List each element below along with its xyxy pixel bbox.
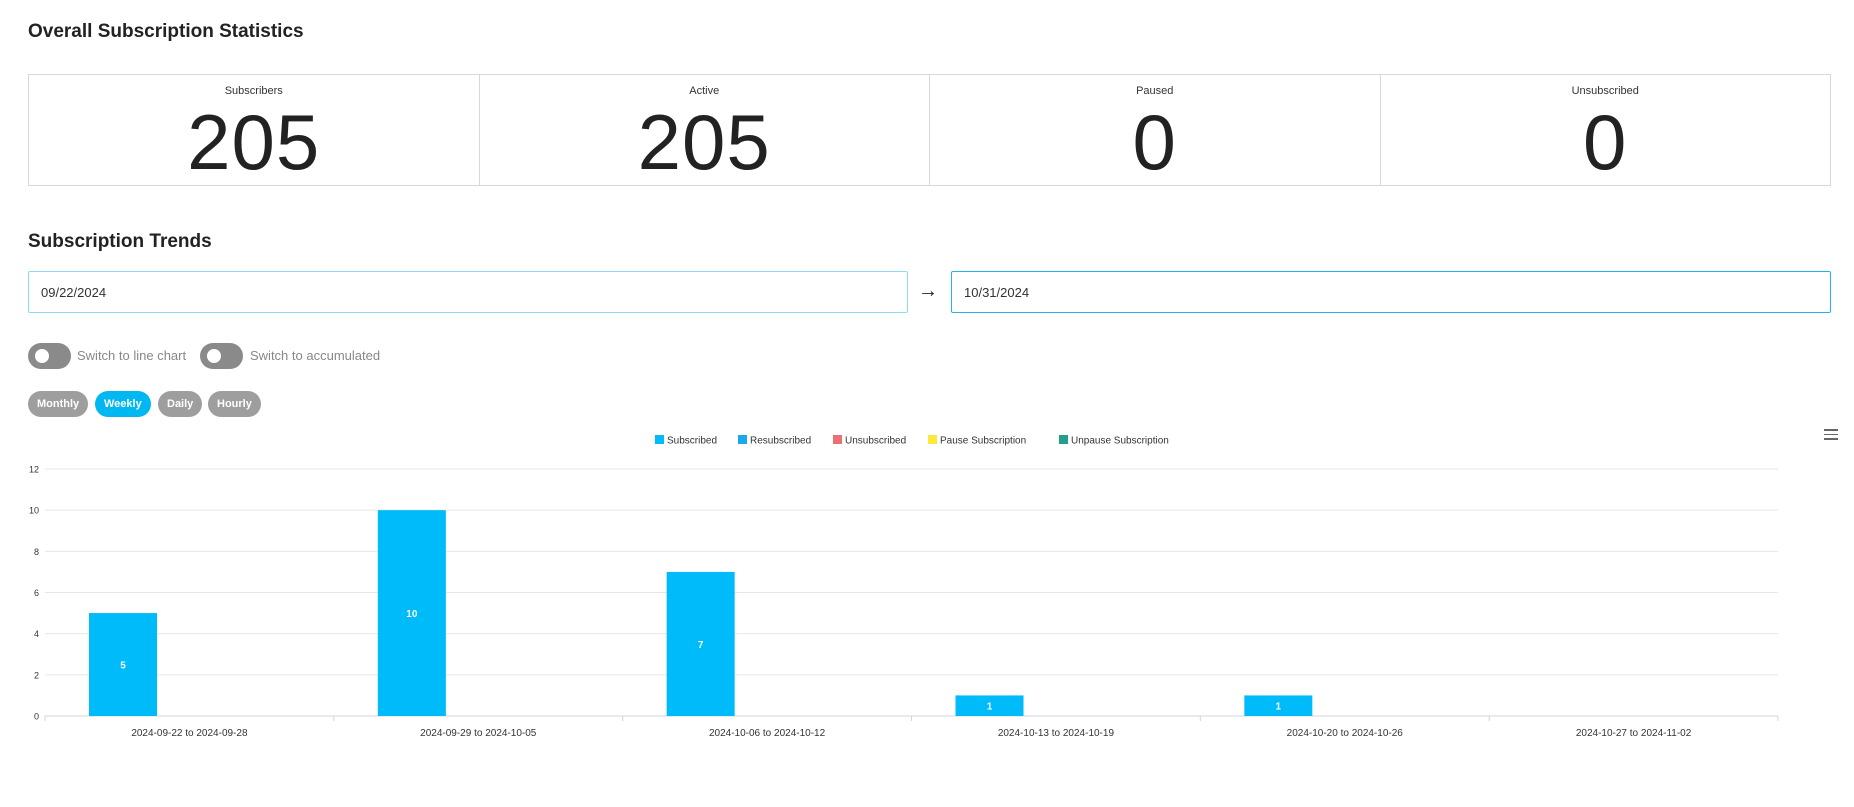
- toggle-knob: [207, 349, 221, 363]
- accumulated-toggle-label: Switch to accumulated: [250, 348, 381, 363]
- y-tick-label: 6: [34, 588, 39, 598]
- stat-value: 0: [1583, 98, 1628, 186]
- bar: [377, 510, 446, 716]
- bar-data-label: 5: [120, 661, 126, 672]
- stat-value: 0: [1132, 98, 1177, 186]
- toggle-knob: [35, 349, 49, 363]
- y-tick-label: 12: [29, 465, 39, 475]
- start-date-input[interactable]: [28, 271, 908, 313]
- x-tick-label: 2024-10-20 to 2024-10-26: [1287, 728, 1404, 739]
- y-tick-label: 2: [34, 670, 39, 680]
- legend-label: Subscribed: [667, 436, 717, 447]
- stat-card-unsubscribed: Unsubscribed 0: [1379, 74, 1831, 186]
- stat-card-active: Active 205: [478, 74, 930, 186]
- legend-swatch: [928, 435, 937, 444]
- legend-label: Unpause Subscription: [1071, 436, 1169, 447]
- legend-swatch: [738, 435, 747, 444]
- stat-label: Unsubscribed: [1571, 85, 1639, 97]
- line-chart-toggle-label: Switch to line chart: [77, 348, 187, 363]
- bar-data-label: 10: [406, 609, 418, 620]
- y-tick-label: 8: [34, 547, 39, 557]
- stat-label: Paused: [1136, 85, 1174, 97]
- period-monthly-button[interactable]: Monthly: [28, 391, 89, 417]
- bar-data-label: 1: [1276, 702, 1282, 713]
- stat-card-subscribers: Subscribers 205: [28, 74, 480, 186]
- y-tick-label: 10: [29, 506, 39, 516]
- period-weekly-button[interactable]: Weekly: [95, 391, 151, 417]
- arrow-right-icon: →: [918, 280, 938, 302]
- bar: [666, 571, 735, 716]
- stat-value: 205: [187, 98, 321, 186]
- x-tick-label: 2024-09-22 to 2024-09-28: [131, 728, 248, 739]
- legend-label: Unsubscribed: [845, 436, 906, 447]
- end-date-input[interactable]: [951, 271, 1831, 313]
- subscription-trends-title: Subscription Trends: [28, 231, 212, 252]
- stat-card-paused: Paused 0: [929, 74, 1381, 186]
- bar: [1244, 695, 1313, 716]
- bar-data-label: 1: [987, 702, 993, 713]
- legend-swatch: [1059, 435, 1068, 444]
- accumulated-toggle[interactable]: [200, 343, 243, 369]
- stats-row: Subscribers 205 Active 205 Paused 0 Unsu…: [28, 74, 1831, 186]
- bar: [89, 613, 157, 716]
- line-chart-toggle[interactable]: [28, 343, 71, 369]
- bar-data-label: 7: [698, 640, 704, 651]
- legend-label: Resubscribed: [750, 436, 811, 447]
- overall-stats-title: Overall Subscription Statistics: [28, 21, 304, 42]
- period-hourly-button[interactable]: Hourly: [208, 391, 261, 417]
- stat-label: Active: [689, 85, 720, 97]
- period-daily-button[interactable]: Daily: [158, 391, 203, 417]
- chart-menu-icon[interactable]: [1824, 429, 1838, 443]
- bar: [955, 695, 1024, 716]
- legend-label: Pause Subscription: [940, 436, 1026, 447]
- x-tick-label: 2024-10-27 to 2024-11-02: [1576, 728, 1692, 739]
- subscription-trends-chart: Subscribed Resubscribed Unsubscribed Pause …: [29, 435, 1779, 739]
- x-tick-label: 2024-10-06 to 2024-10-12: [709, 728, 826, 739]
- legend-swatch: [655, 435, 664, 444]
- x-tick-label: 2024-10-13 to 2024-10-19: [998, 728, 1115, 739]
- legend-swatch: [833, 435, 842, 444]
- x-tick-label: 2024-09-29 to 2024-10-05: [420, 728, 537, 739]
- stat-value: 205: [637, 98, 771, 186]
- y-tick-label: 0: [34, 712, 39, 722]
- stat-label: Subscribers: [224, 85, 283, 97]
- y-tick-label: 4: [34, 629, 39, 639]
